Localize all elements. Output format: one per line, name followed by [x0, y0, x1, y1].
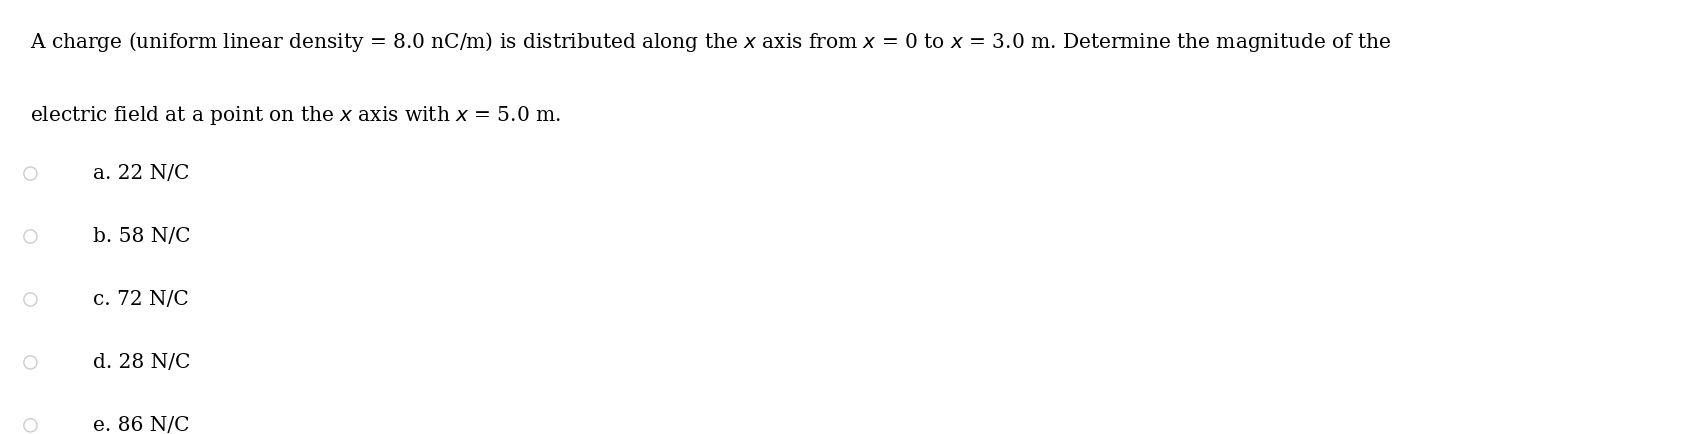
Point	[17, 170, 44, 177]
Text: electric field at a point on the $x$ axis with $x$ = 5.0 m.: electric field at a point on the $x$ axi…	[30, 104, 561, 127]
Point	[17, 296, 44, 303]
Point	[17, 422, 44, 429]
Text: a. 22 N/C: a. 22 N/C	[93, 164, 189, 183]
Text: c. 72 N/C: c. 72 N/C	[93, 290, 189, 309]
Point	[17, 359, 44, 366]
Text: d. 28 N/C: d. 28 N/C	[93, 353, 191, 372]
Text: e. 86 N/C: e. 86 N/C	[93, 416, 189, 434]
Text: A charge (uniform linear density = 8.0 nC/m) is distributed along the $x$ axis f: A charge (uniform linear density = 8.0 n…	[30, 30, 1392, 54]
Point	[17, 233, 44, 240]
Text: b. 58 N/C: b. 58 N/C	[93, 227, 191, 246]
